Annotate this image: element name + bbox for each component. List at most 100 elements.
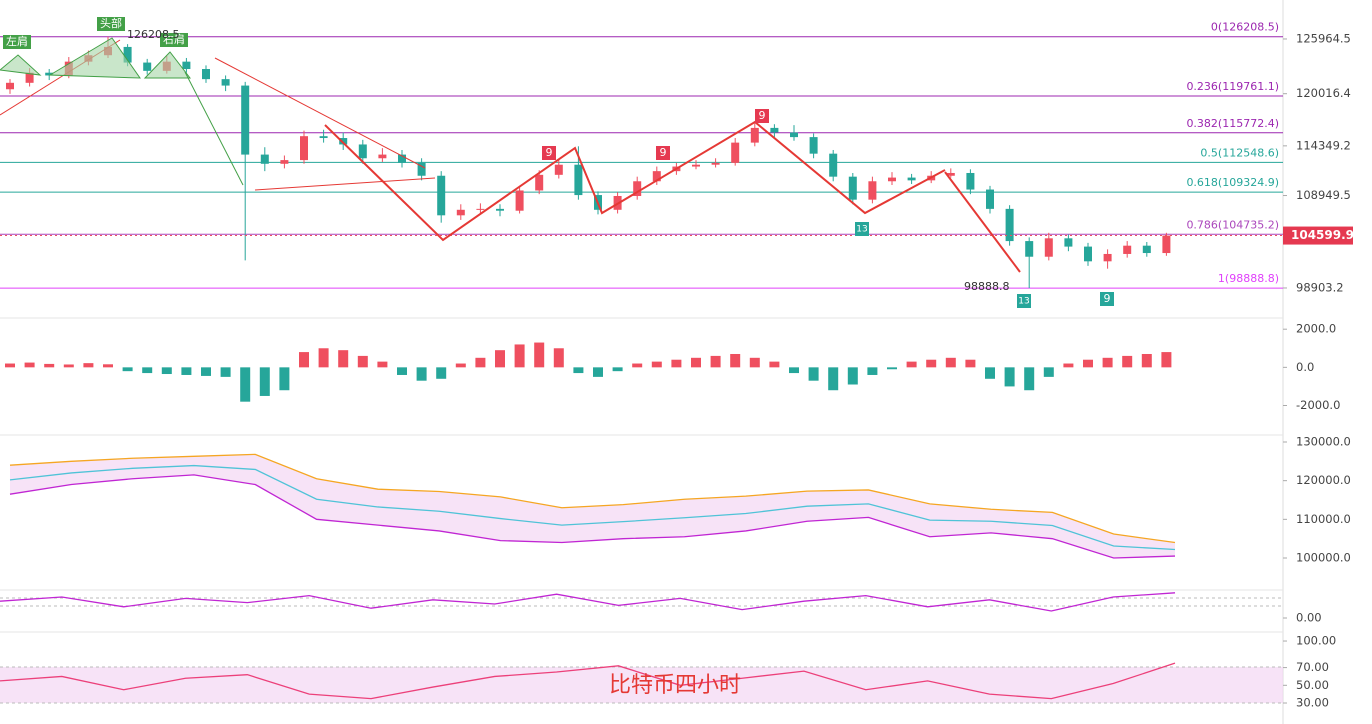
- candle-body: [1103, 253, 1112, 262]
- macd-bar: [377, 361, 388, 368]
- macd-bar: [769, 361, 780, 368]
- macd-bar: [495, 350, 505, 368]
- candle-body: [300, 136, 308, 161]
- annotation: 右肩: [163, 32, 185, 46]
- candle-body: [398, 154, 406, 163]
- candle-body: [986, 189, 994, 209]
- y-tick-label: 110000.0: [1296, 512, 1351, 526]
- y-tick-label: 108949.5: [1296, 188, 1351, 202]
- candle-body: [358, 144, 367, 159]
- macd-bar: [455, 363, 466, 368]
- macd-bar: [83, 363, 94, 368]
- macd-bar: [1141, 353, 1152, 368]
- label-box: [160, 33, 188, 47]
- macd-bar: [397, 367, 407, 375]
- macd-bar: [103, 364, 113, 368]
- dashed-guides: [0, 597, 1283, 704]
- macd-bar: [808, 367, 819, 381]
- indicator-line: [0, 662, 1176, 700]
- macd-bar: [887, 367, 897, 370]
- candle-body: [1044, 238, 1053, 257]
- candle-body: [1142, 245, 1151, 254]
- macd-bar: [181, 367, 192, 375]
- candle-body: [417, 162, 426, 176]
- y-tick-label: 98903.2: [1296, 280, 1344, 294]
- candle-body: [456, 209, 465, 216]
- macd-bar: [63, 364, 74, 368]
- y-tick-label: 100.00: [1296, 634, 1336, 648]
- macd-bar: [534, 342, 545, 368]
- candle-body: [574, 164, 583, 196]
- macd-bar: [906, 361, 917, 368]
- macd-bar: [299, 352, 309, 368]
- candle-body: [554, 164, 563, 175]
- fib-label: 0.786(104735.2): [1186, 218, 1279, 231]
- macd-bar: [926, 359, 937, 368]
- candle-body: [182, 61, 191, 70]
- macd-bar: [338, 350, 349, 368]
- candle-body: [946, 172, 955, 176]
- fib-label: 0.5(112548.6): [1200, 146, 1279, 159]
- candle-body: [241, 85, 250, 155]
- candle-body: [143, 62, 152, 71]
- y-tick-label: 70.00: [1296, 660, 1329, 674]
- y-tick-label: -2000.0: [1296, 398, 1340, 412]
- candle-body: [966, 172, 975, 190]
- candle-body: [1005, 208, 1014, 242]
- macd-bar: [142, 367, 153, 374]
- macd-bar: [475, 357, 486, 368]
- macd-bar: [44, 363, 55, 368]
- candle-body: [809, 137, 818, 154]
- candle-body: [319, 136, 328, 139]
- candle-body: [339, 138, 348, 145]
- candle-body: [1084, 246, 1092, 262]
- candle-body: [652, 171, 661, 182]
- fib-label: 1(98888.8): [1218, 272, 1279, 285]
- y-tick-label: 50.00: [1296, 678, 1329, 692]
- candle-body: [731, 142, 740, 163]
- macd-bar: [632, 363, 643, 368]
- macd-bar: [612, 367, 623, 372]
- candle-body: [888, 177, 896, 182]
- macd-bar: [259, 367, 270, 396]
- y-tick-label: 30.00: [1296, 696, 1329, 710]
- candle-body: [1025, 241, 1034, 257]
- y-tick-label: 114349.2: [1296, 138, 1351, 152]
- macd-bar: [1004, 367, 1015, 387]
- macd-bar: [1024, 367, 1035, 391]
- panel-dividers: [0, 317, 1283, 633]
- y-tick-label: 120000.0: [1296, 473, 1351, 487]
- macd-bar: [122, 367, 133, 372]
- candle-body: [711, 162, 720, 165]
- macd-bar: [357, 355, 368, 368]
- fib-label: 0.236(119761.1): [1186, 80, 1279, 93]
- macd-bar: [828, 367, 839, 391]
- macd-bar: [416, 367, 427, 381]
- annotation: 126208.5: [127, 28, 180, 41]
- macd-bar: [573, 367, 584, 374]
- td-marks: 9 9 9 9 13 13 9: [542, 109, 1114, 308]
- macd-bar: [789, 367, 799, 374]
- td-mark: 13: [856, 225, 867, 235]
- candle-body: [535, 174, 544, 191]
- macd-bar: [1102, 357, 1113, 368]
- candle-body: [633, 181, 642, 196]
- candle-body: [476, 208, 485, 210]
- boll-upper: [9, 453, 1176, 544]
- macd-bar: [240, 367, 251, 402]
- last-price-label: 104599.9: [1291, 228, 1354, 242]
- macd-bar: [965, 359, 976, 368]
- candle-body: [848, 176, 857, 200]
- candle-body: [750, 127, 759, 143]
- boll-lower: [9, 474, 1176, 559]
- macd-bar: [867, 367, 878, 375]
- macd-bar: [710, 355, 721, 368]
- y-tick-label: 0.0: [1296, 360, 1314, 374]
- macd-bar: [671, 359, 682, 368]
- macd-bar: [1043, 367, 1054, 377]
- candle-body: [6, 82, 14, 90]
- y-tick-label: 120016.4: [1296, 86, 1351, 100]
- boll-middle: [9, 464, 1176, 551]
- macd-bar: [651, 361, 662, 368]
